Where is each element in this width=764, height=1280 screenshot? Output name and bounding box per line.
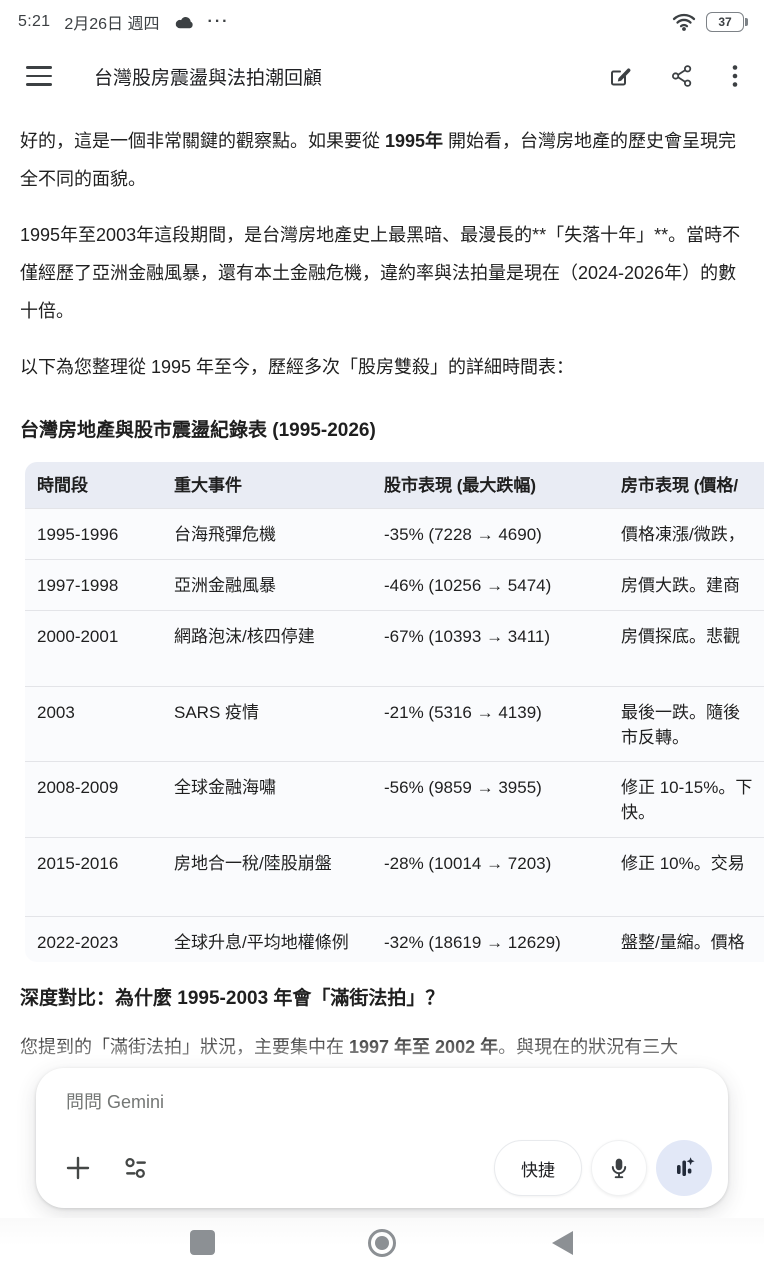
cell-stock: -35% (7228 → 4690) (384, 525, 542, 544)
cell-stock: -21% (5316 → 4139) (384, 703, 542, 722)
cell-event: 全球升息/平均地權條例 (174, 933, 349, 952)
plus-icon[interactable] (58, 1148, 98, 1188)
column-header: 股市表現 (最大跌幅) (384, 476, 537, 495)
cell-stock: -56% (9859 → 3955) (384, 778, 542, 797)
quick-chip-label: 快捷 (521, 1160, 555, 1180)
paragraph: 好的，這是一個非常關鍵的觀察點。如果要從 1995年 開始看，台灣房地產的歷史會… (20, 131, 737, 189)
cell-event: 房地合一稅/陸股崩盤 (174, 854, 332, 873)
voice-wave-sparkle-icon[interactable] (656, 1140, 712, 1196)
tools-sliders-icon[interactable] (116, 1148, 156, 1188)
table-row: 2015-2016 房地合一稅/陸股崩盤 -28% (10014 → 7203)… (25, 837, 764, 916)
cell-period: 2003 (37, 703, 75, 722)
cell-period: 2000-2001 (37, 627, 119, 646)
cell-stock: -28% (10014 → 7203) (384, 854, 552, 873)
column-header: 重大事件 (174, 476, 242, 495)
cloud-icon (174, 15, 194, 29)
section-heading: 深度對比：為什麼 1995-2003 年會「滿街法拍」？ (20, 988, 445, 1009)
quick-actions-chip[interactable]: 快捷 (494, 1140, 582, 1196)
cell-housing: 價格凍漲/微跌， (621, 525, 745, 544)
menu-icon[interactable] (26, 66, 52, 86)
history-table[interactable]: 時間段 重大事件 股市表現 (最大跌幅) 房市表現 (價格/ 1995-1996… (25, 462, 764, 962)
column-header: 房市表現 (價格/ (621, 476, 739, 495)
cell-housing: 修正 10%。交易 (621, 854, 745, 873)
battery-percent: 37 (718, 15, 732, 29)
home-circle-icon[interactable] (368, 1229, 396, 1257)
cell-stock: -46% (10256 → 5474) (384, 576, 552, 595)
cell-housing: 房價探底。悲觀 (621, 627, 740, 646)
conversation-title: 台灣股房震盪與法拍潮回顧 (94, 67, 323, 89)
android-nav-bar (0, 1218, 764, 1280)
cell-housing: 房價大跌。建商 (621, 576, 740, 595)
cell-period: 2022-2023 (37, 933, 119, 952)
status-date: 2月26日 週四 (64, 16, 160, 33)
cell-period: 1995-1996 (37, 525, 119, 544)
cell-event: SARS 疫情 (174, 703, 260, 722)
wifi-icon (672, 12, 696, 32)
mic-icon[interactable] (591, 1140, 647, 1196)
cell-event: 亞洲金融風暴 (174, 576, 276, 595)
table-row: 2003 SARS 疫情 -21% (5316 → 4139) 最後一跌。隨後 … (25, 686, 764, 761)
edit-icon[interactable] (608, 64, 632, 88)
table-row: 1997-1998 亞洲金融風暴 -46% (10256 → 5474) 房價大… (25, 559, 764, 610)
cell-housing: 盤整/量縮。價格 (621, 933, 745, 952)
app-header: 台灣股房震盪與法拍潮回顧 (0, 48, 764, 104)
paragraph: 1995年至2003年這段期間，是台灣房地產史上最黑暗、最漫長的**「失落十年」… (20, 225, 741, 321)
status-bar: 5:21 2月26日 週四 ··· 37 (0, 0, 764, 40)
cell-housing: 最後一跌。隨後 市反轉。 (621, 703, 740, 747)
battery-icon: 37 (706, 12, 748, 32)
chat-input-card[interactable]: 問問 Gemini 快捷 (36, 1068, 728, 1208)
chat-input-placeholder[interactable]: 問問 Gemini (66, 1092, 165, 1112)
table-row: 2022-2023 全球升息/平均地權條例 -32% (18619 → 1262… (25, 916, 764, 962)
cell-event: 網路泡沫/核四停建 (174, 627, 315, 646)
table-row: 1995-1996 台海飛彈危機 -35% (7228 → 4690) 價格凍漲… (25, 508, 764, 559)
column-header: 時間段 (37, 476, 88, 495)
share-icon[interactable] (670, 64, 694, 88)
cell-stock: -32% (18619 → 12629) (384, 933, 561, 952)
notification-more-dots: ··· (207, 13, 230, 30)
cell-event: 台海飛彈危機 (174, 525, 276, 544)
cell-stock: -67% (10393 → 3411) (384, 627, 551, 646)
recents-square-icon[interactable] (190, 1230, 215, 1255)
status-time: 5:21 (18, 13, 51, 30)
cell-period: 1997-1998 (37, 576, 119, 595)
cell-period: 2015-2016 (37, 854, 119, 873)
table-header-row: 時間段 重大事件 股市表現 (最大跌幅) 房市表現 (價格/ (25, 462, 764, 508)
paragraph: 以下為您整理從 1995 年至今，歷經多次「股房雙殺」的詳細時間表： (20, 357, 575, 377)
table-row: 2008-2009 全球金融海嘯 -56% (9859 → 3955) 修正 1… (25, 761, 764, 837)
cell-housing: 修正 10-15%。下 快。 (621, 778, 753, 822)
table-title: 台灣房地產與股市震盪紀錄表 (1995-2026) (20, 420, 376, 441)
cell-period: 2008-2009 (37, 778, 119, 797)
table-row: 2000-2001 網路泡沫/核四停建 -67% (10393 → 3411) … (25, 610, 764, 686)
more-vertical-icon[interactable] (732, 64, 738, 88)
cell-event: 全球金融海嘯 (174, 778, 276, 797)
back-triangle-icon[interactable] (552, 1231, 573, 1255)
answer-content: 好的，這是一個非常關鍵的觀察點。如果要從 1995年 開始看，台灣房地產的歷史會… (0, 122, 764, 1084)
